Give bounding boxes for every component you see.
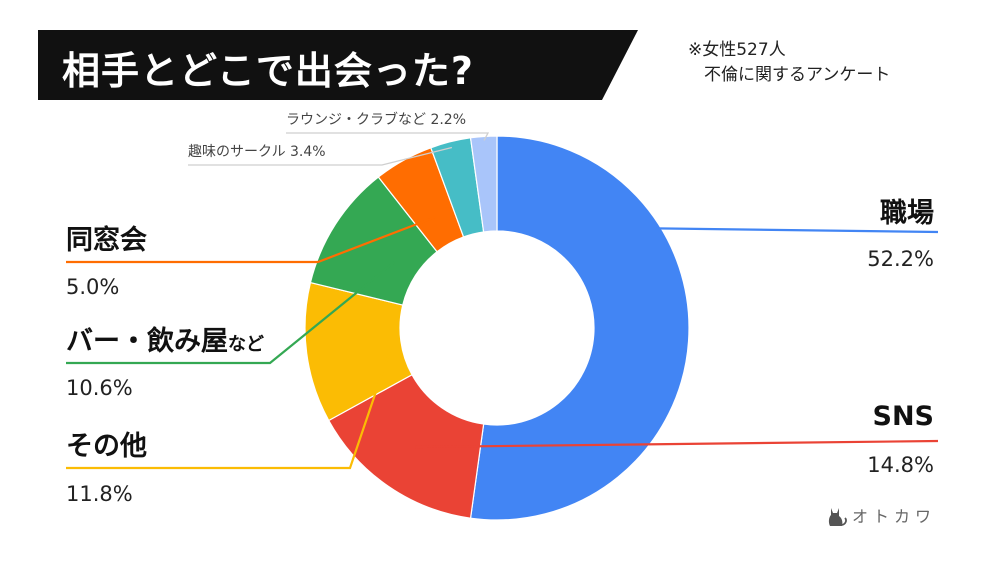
slice-value-reunion: 5.0% bbox=[66, 275, 119, 299]
callout-line-lounge bbox=[286, 132, 490, 141]
slice-label-office: 職場 bbox=[880, 198, 934, 229]
slice-label-sns: SNS bbox=[873, 401, 935, 432]
slice-label-other: その他 bbox=[66, 431, 147, 462]
callout-line-other bbox=[66, 341, 394, 470]
slice-value-sns: 14.8% bbox=[867, 453, 934, 477]
callout-line-reunion bbox=[66, 216, 436, 264]
slice-label-hobby: 趣味のサークル 3.4% bbox=[188, 144, 326, 160]
donut-slice-6 bbox=[469, 135, 498, 233]
callout-line-bar bbox=[66, 261, 396, 365]
donut-slice-0 bbox=[469, 135, 690, 521]
donut-slice-1 bbox=[327, 373, 485, 519]
slice-label-bar: バー・飲み屋など bbox=[66, 325, 264, 357]
slice-label-suffix-bar: など bbox=[228, 334, 264, 355]
slice-value-bar: 10.6% bbox=[66, 376, 133, 400]
survey-note-line1: ※女性527人 bbox=[688, 40, 786, 60]
slice-value-office: 52.2% bbox=[867, 247, 934, 271]
brand-logo: オトカワ bbox=[826, 503, 936, 532]
callout-line-hobby bbox=[188, 146, 453, 166]
cat-icon bbox=[826, 504, 848, 532]
callout-line-sns bbox=[415, 439, 939, 449]
survey-note-line2: 不倫に関するアンケート bbox=[704, 65, 891, 85]
slice-label-lounge: ラウンジ・クラブなど 2.2% bbox=[286, 111, 466, 128]
slice-label-reunion: 同窓会 bbox=[66, 224, 147, 256]
brand-name: オトカワ bbox=[852, 507, 937, 526]
slice-value-other: 11.8% bbox=[66, 482, 133, 506]
callout-line-office bbox=[656, 227, 939, 234]
survey-note: ※女性527人 不倫に関するアンケート bbox=[688, 38, 890, 88]
chart-title: 相手とどこで出会った? bbox=[62, 49, 474, 93]
title-banner bbox=[38, 30, 638, 100]
